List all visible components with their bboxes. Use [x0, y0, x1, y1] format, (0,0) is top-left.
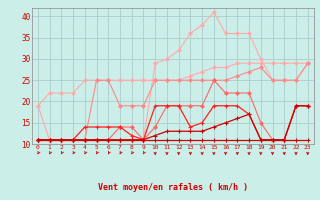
Text: Vent moyen/en rafales ( km/h ): Vent moyen/en rafales ( km/h )	[98, 183, 248, 192]
